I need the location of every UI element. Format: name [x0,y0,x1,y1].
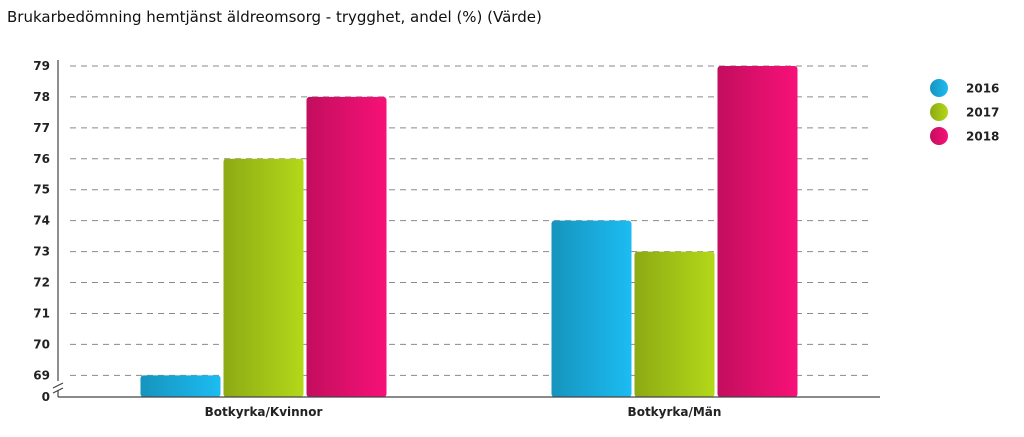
bar-botkyrka-kvinnor-2016 [140,375,221,397]
category-labels: Botkyrka/Kvinnor Botkyrka/Män [205,405,722,419]
bar-botkyrka-kvinnor-2017 [223,158,304,397]
y-tick-label-76: 76 [33,152,50,166]
bars [140,66,798,398]
y-tick-label-75: 75 [33,183,50,197]
legend: 2016 2017 2018 [930,79,999,145]
bar-botkyrka-män-2017 [634,251,715,397]
axis-break-mark [52,387,64,394]
y-tick-label-79: 79 [33,59,50,73]
y-tick-label-72: 72 [33,276,50,290]
y-tick-label-0: 0 [42,390,50,404]
legend-label-2016: 2016 [966,82,999,96]
axes [52,60,880,398]
y-tick-label-78: 78 [33,90,50,104]
bar-botkyrka-kvinnor-2018 [306,96,387,398]
category-label: Botkyrka/Kvinnor [205,405,323,419]
axis-break-mark [52,382,64,389]
y-tick-label-77: 77 [33,121,50,135]
y-tick-label-69: 69 [33,368,50,382]
legend-label-2017: 2017 [966,106,999,120]
y-tick-label-73: 73 [33,245,50,259]
legend-swatch-2017 [930,103,948,121]
chart-title: Brukarbedömning hemtjänst äldreomsorg - … [7,8,542,26]
legend-swatch-2018 [930,127,948,145]
legend-label-2018: 2018 [966,130,999,144]
legend-swatch-2016 [930,79,948,97]
y-tick-label-74: 74 [33,214,50,228]
y-tick-label-70: 70 [33,337,50,351]
category-label: Botkyrka/Män [628,405,722,419]
bar-botkyrka-män-2016 [551,220,632,397]
y-tick-labels: 0 69 70 71 72 73 74 75 76 77 78 79 [33,59,50,404]
bar-botkyrka-män-2018 [717,66,798,397]
y-tick-label-71: 71 [33,306,50,320]
